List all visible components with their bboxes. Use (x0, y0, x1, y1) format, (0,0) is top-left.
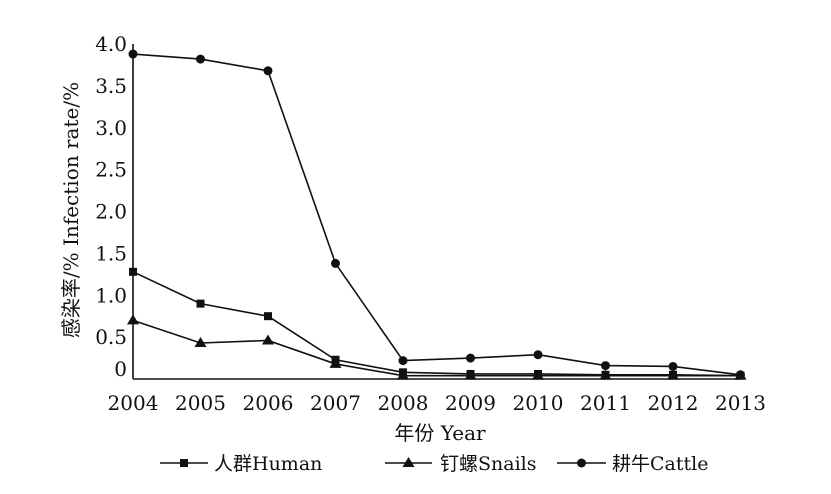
series-circle (128, 49, 745, 380)
data-point (668, 361, 678, 371)
x-tick-label: 2013 (715, 391, 766, 415)
y-tick-label: 0 (114, 357, 127, 381)
data-point (264, 312, 272, 321)
x-tick-label: 2008 (378, 391, 429, 415)
series-line (132, 53, 741, 376)
data-point (532, 369, 544, 380)
x-tick-label: 2010 (513, 391, 564, 415)
y-axis-ticks: 0 0.5 1.0 1.5 2.0 2.5 3.0 3.5 4.0 (95, 32, 127, 381)
data-point (128, 49, 138, 59)
y-tick-label: 2.5 (95, 158, 127, 182)
data-point (398, 356, 408, 366)
x-tick-label: 2006 (243, 391, 294, 415)
data-point (736, 370, 745, 380)
data-point (601, 361, 610, 371)
series-line (132, 271, 741, 377)
axes (132, 44, 740, 380)
x-axis-ticks: 2004 2005 2006 2007 2008 2009 2010 2011 2012 2013 (108, 391, 766, 415)
x-tick-label: 2005 (175, 391, 226, 415)
x-tick-label: 2012 (648, 391, 699, 415)
data-point (464, 369, 477, 380)
legend-label: 耕牛Cattle (612, 453, 708, 475)
y-tick-label: 1.5 (95, 241, 127, 265)
legend-marker (402, 457, 415, 467)
y-tick-label: 2.0 (95, 200, 127, 224)
legend: 人群Human 钉螺Snails 耕牛Cattle (160, 453, 708, 475)
y-tick-label: 3.0 (95, 116, 127, 140)
data-point (262, 334, 274, 345)
data-point (599, 369, 612, 380)
data-point (129, 267, 137, 276)
series-triangle (127, 314, 747, 380)
y-axis-label: 感染率/% Infection rate/% (59, 82, 83, 338)
legend-label: 钉螺Snails (440, 453, 537, 475)
data-point (331, 258, 340, 268)
legend-label: 人群Human (214, 453, 322, 475)
legend-item: 钉螺Snails (385, 453, 537, 475)
legend-marker (180, 459, 188, 467)
x-tick-label: 2009 (445, 391, 496, 415)
x-tick-label: 2011 (580, 391, 631, 415)
data-point (397, 369, 409, 380)
legend-item: 耕牛Cattle (557, 453, 708, 475)
x-axis-label: 年份 Year (394, 421, 486, 445)
y-tick-label: 3.5 (95, 74, 127, 98)
y-tick-label: 1.0 (95, 283, 127, 307)
x-tick-label: 2004 (108, 391, 159, 415)
series-layer (127, 49, 747, 380)
data-point (194, 336, 207, 347)
y-tick-label: 0.5 (95, 325, 127, 349)
legend-item: 人群Human (160, 453, 322, 475)
data-point (196, 54, 205, 64)
data-point (667, 369, 679, 380)
legend-marker (577, 458, 586, 468)
data-point (196, 299, 205, 308)
data-point (329, 357, 342, 368)
y-tick-label: 4.0 (95, 32, 127, 56)
data-point (263, 66, 273, 76)
series-line (132, 319, 741, 377)
data-point (533, 350, 543, 360)
series-square (129, 267, 745, 380)
x-tick-label: 2007 (310, 391, 361, 415)
data-point (466, 353, 475, 363)
data-point (127, 314, 139, 325)
